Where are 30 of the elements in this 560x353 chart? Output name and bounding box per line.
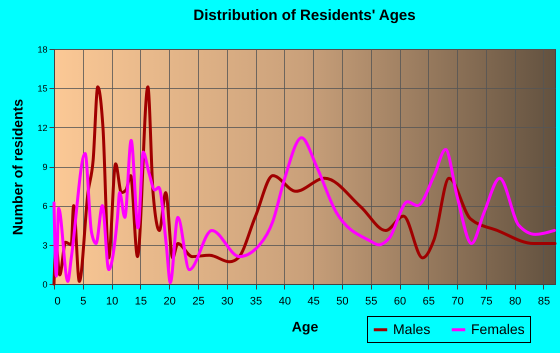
x-tick-label: 65: [422, 296, 435, 308]
x-tick-label: 5: [80, 296, 86, 308]
y-tick-label: 15: [37, 84, 48, 94]
chart-title: Distribution of Residents' Ages: [193, 7, 416, 24]
x-tick-label: 35: [250, 296, 262, 308]
x-tick-label: 50: [336, 296, 349, 308]
x-tick-label: 45: [308, 296, 320, 308]
x-tick-label: 15: [134, 296, 148, 308]
legend-label: Males: [393, 320, 430, 337]
x-tick-label: 10: [106, 296, 118, 308]
x-tick-label: 85: [538, 296, 550, 308]
x-tick-label: 70: [451, 296, 464, 308]
x-tick-label: 40: [278, 296, 291, 308]
y-tick-label: 0: [42, 280, 48, 290]
y-tick-label: 18: [37, 44, 48, 54]
x-tick-label: 30: [221, 296, 234, 308]
x-tick-label: 25: [192, 296, 205, 308]
y-tick-label: 3: [42, 240, 48, 250]
y-axis-title: Number of residents: [9, 98, 26, 236]
y-tick-label: 12: [37, 122, 48, 133]
x-tick-label: 55: [365, 296, 378, 308]
x-tick-label: 60: [394, 296, 406, 308]
x-axis-title: Age: [292, 318, 318, 334]
x-tick-label: 0: [54, 296, 61, 308]
x-tick-label: 80: [509, 296, 522, 308]
y-tick-label: 9: [42, 162, 48, 172]
legend-label: Females: [471, 320, 525, 337]
x-tick-label: 75: [480, 296, 493, 308]
y-tick-label: 6: [42, 201, 48, 212]
x-tick-label: 20: [164, 296, 176, 308]
